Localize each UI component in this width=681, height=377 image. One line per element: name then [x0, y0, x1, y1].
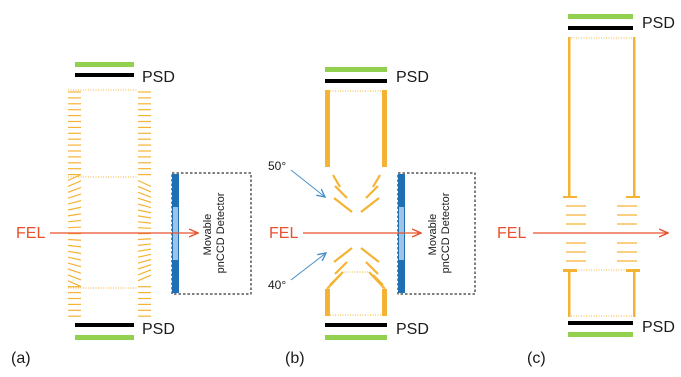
angled-electrode-b-upper-right: [361, 198, 379, 212]
electrode-a-left: [68, 187, 81, 192]
psd-b-top-green: [325, 67, 387, 72]
pnccd-label-a-line2: pnCCD Detector: [215, 192, 227, 273]
psd-a-bottom-green: [75, 335, 134, 340]
electrode-a-left: [68, 281, 81, 287]
psd-a-bottom-black: [75, 323, 134, 327]
electrode-a-right: [138, 181, 151, 187]
electrode-a-right: [138, 239, 151, 240]
psd-b-top-black: [325, 79, 387, 83]
tube-c-top-right: [633, 37, 636, 197]
psd-c-bottom-green: [568, 332, 633, 337]
angle-arrow-40: [291, 253, 326, 280]
psd-b-bottom-green: [325, 335, 387, 340]
angled-electrode-b-upper-right: [366, 186, 378, 198]
tube-b-bottom-left: [325, 289, 330, 316]
angled-electrode-b-lower-right: [361, 248, 379, 262]
tube-b-bottom-right: [382, 289, 387, 316]
angled-electrode-b-upper-right: [373, 175, 380, 187]
electrode-a-right: [138, 275, 151, 281]
electrode-a-right: [138, 222, 151, 223]
psd-b-bottom-black: [325, 323, 387, 327]
electrode-a-left: [68, 275, 81, 280]
tube-c-bottom-right: [633, 270, 636, 317]
angle-label-40: 40°: [268, 278, 286, 292]
electrode-stack-a: [68, 92, 151, 316]
fel-label-c: FEL: [497, 225, 526, 242]
electrode-a-right: [138, 204, 151, 207]
electrode-a-right: [138, 249, 151, 251]
psd-label-a-top: PSD: [142, 69, 175, 86]
psd-label-c-top: PSD: [642, 15, 675, 32]
tube-b-top-right: [382, 90, 387, 167]
tube-c-top-left: [568, 37, 571, 197]
pnccd-label-b: Movable pnCCD Detector: [427, 192, 452, 273]
electrode-a-left: [68, 251, 81, 253]
electrode-a-right: [138, 216, 151, 218]
electrode-a-left: [68, 207, 81, 210]
psd-label-b-top: PSD: [396, 69, 429, 86]
angled-electrodes-b: [327, 175, 385, 289]
panel-tag-c: (c): [527, 350, 546, 367]
electrode-a-left: [68, 263, 81, 267]
pnccd-label-b-line1: Movable: [427, 214, 439, 256]
electrode-a-left: [68, 201, 81, 204]
psd-label-c-bottom: PSD: [642, 319, 675, 336]
electrode-a-left: [68, 245, 81, 246]
psd-label-a-bottom: PSD: [142, 321, 175, 338]
electrode-a-left: [68, 175, 81, 181]
pnccd-label-a-line1: Movable: [202, 214, 214, 256]
psd-a-top-black: [75, 73, 134, 77]
electrode-a-left: [68, 194, 81, 198]
angled-electrode-b-upper-left: [335, 186, 347, 198]
electrode-a-right: [138, 270, 151, 275]
psd-label-b-bottom: PSD: [396, 321, 429, 338]
psd-a-top-green: [75, 62, 134, 67]
angled-electrode-b-collar-left: [327, 272, 343, 289]
electrode-a-right: [138, 228, 151, 229]
pnccd-label-a: Movable pnCCD Detector: [202, 192, 227, 273]
panel-tag-b: (b): [285, 350, 305, 367]
fel-label-a: FEL: [16, 225, 45, 242]
angled-electrode-b-upper-left: [333, 175, 340, 187]
electrode-a-left: [68, 240, 81, 241]
electrode-a-left: [68, 227, 81, 228]
angled-electrode-b-upper-left: [334, 198, 352, 212]
electrode-a-left: [68, 269, 81, 273]
electrode-a-right: [138, 265, 151, 269]
electrode-a-right: [138, 244, 151, 245]
electrode-a-right: [138, 254, 151, 257]
angle-label-50: 50°: [268, 159, 286, 173]
panel-b: PSD PSD Movable pnCCD Detector 50° 40° F…: [268, 67, 475, 367]
panel-a: PSD PSD Movable pnCCD Detector FEL (a): [11, 62, 251, 367]
psd-c-bottom-black: [568, 321, 633, 325]
electrode-a-right: [138, 186, 151, 192]
tube-c-bottom-left: [568, 270, 571, 317]
psd-c-top-black: [568, 26, 633, 30]
tube-c-top-left-flange: [563, 196, 577, 198]
tube-c-top-right-flange: [626, 196, 640, 198]
electrode-a-right: [138, 198, 151, 202]
electrode-a-right: [138, 192, 151, 197]
electrode-a-left: [68, 214, 81, 216]
angled-electrode-b-lower-left: [334, 248, 352, 262]
electrode-a-right: [138, 210, 151, 213]
fel-label-b: FEL: [269, 225, 298, 242]
pnccd-label-b-line2: pnCCD Detector: [440, 192, 452, 273]
angle-arrow-50: [291, 170, 325, 197]
panel-c: PSD PSD FEL (c): [497, 14, 675, 367]
panel-tag-a: (a): [11, 350, 31, 367]
electrode-a-left: [68, 257, 81, 260]
electrode-a-left: [68, 220, 81, 221]
electrode-a-right: [138, 259, 151, 263]
psd-c-top-green: [568, 14, 633, 19]
electrode-a-left: [68, 181, 81, 187]
tube-b-top-left: [325, 90, 330, 167]
